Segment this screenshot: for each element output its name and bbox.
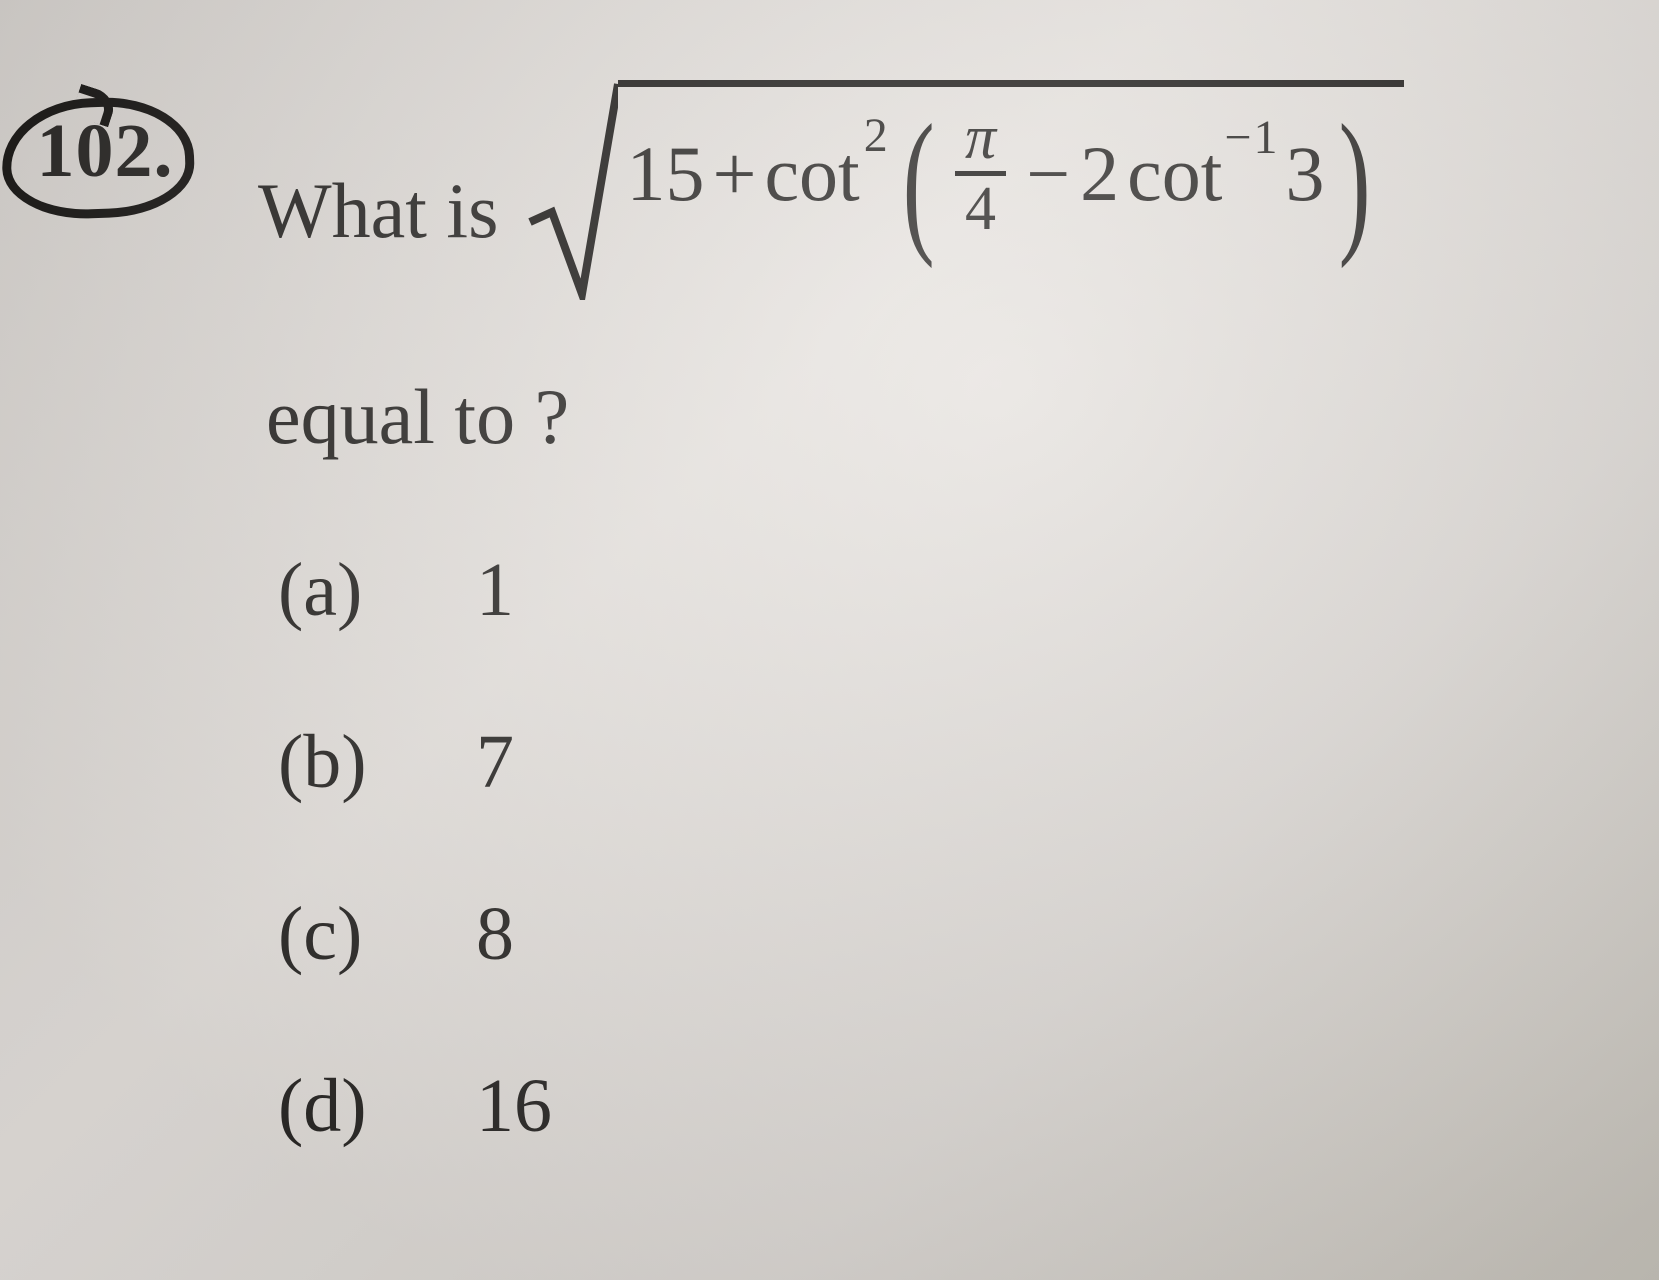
question-stem-line-2: equal to ?	[266, 372, 1619, 462]
open-paren: (	[902, 112, 934, 248]
option-b[interactable]: (b) 7	[278, 724, 1619, 800]
option-label: (b)	[278, 724, 428, 800]
option-value: 1	[476, 552, 514, 628]
exp-2: 2	[864, 112, 888, 160]
question-body: What is 15 + cot 2 (	[258, 80, 1619, 1144]
question-number-wrap: 102.	[0, 80, 230, 250]
option-label: (a)	[278, 552, 428, 628]
fn-cot-1: cot	[764, 135, 859, 213]
const-15: 15	[626, 135, 704, 213]
frac-num: π	[955, 105, 1006, 171]
radicand-wrap: 15 + cot 2 ( π 4 − 2 co	[618, 80, 1403, 300]
close-paren: )	[1339, 112, 1371, 248]
lead-text: What is	[258, 130, 498, 250]
sqrt-expression: 15 + cot 2 ( π 4 − 2 co	[526, 80, 1403, 300]
option-a[interactable]: (a) 1	[278, 552, 1619, 628]
option-value: 16	[476, 1068, 552, 1144]
frac-den: 4	[955, 176, 1006, 242]
exp-neg1: −1	[1224, 114, 1279, 162]
radicand: 15 + cot 2 ( π 4 − 2 co	[618, 87, 1403, 242]
option-value: 7	[476, 724, 514, 800]
vinculum	[618, 80, 1403, 87]
option-value: 8	[476, 896, 514, 972]
fn-cot-2: cot	[1127, 135, 1222, 213]
option-label: (c)	[278, 896, 428, 972]
arg-3: 3	[1285, 135, 1324, 213]
radical-icon	[526, 80, 618, 300]
options-list: (a) 1 (b) 7 (c) 8 (d) 16	[278, 552, 1619, 1144]
option-d[interactable]: (d) 16	[278, 1068, 1619, 1144]
option-c[interactable]: (c) 8	[278, 896, 1619, 972]
question-number: 102.	[0, 108, 210, 195]
plus-sign: +	[712, 135, 756, 213]
fraction-pi-over-4: π 4	[955, 105, 1006, 242]
question-row: 102. What is 15 + cot 2	[0, 80, 1619, 1144]
question-stem-line-1: What is 15 + cot 2 (	[258, 80, 1619, 300]
coef-2: 2	[1080, 135, 1119, 213]
minus-sign: −	[1026, 135, 1070, 213]
option-label: (d)	[278, 1068, 428, 1144]
page: 102. What is 15 + cot 2	[0, 0, 1659, 1280]
